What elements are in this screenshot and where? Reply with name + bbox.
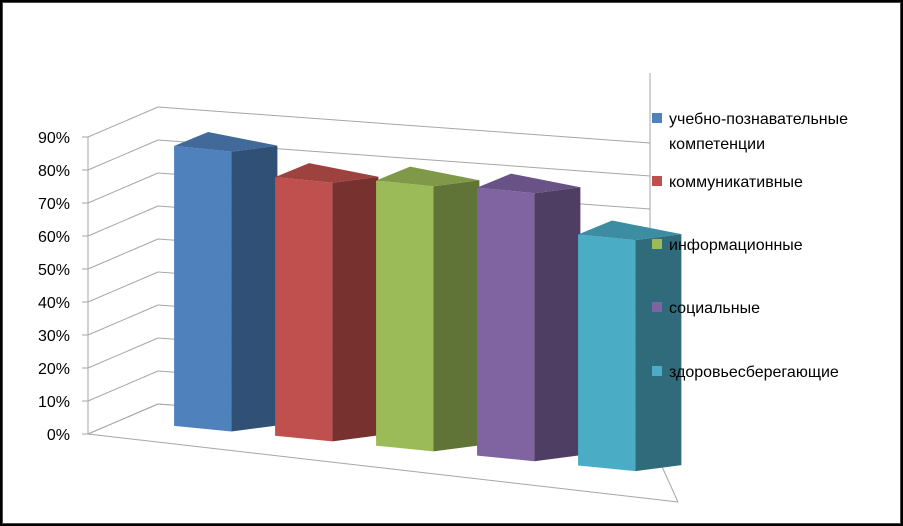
- floor-left-edge: [87, 403, 159, 435]
- bar-5: [578, 220, 682, 472]
- back-wall-gridline: [157, 106, 651, 144]
- legend-item: коммуникативные: [652, 174, 803, 191]
- bar-3: [376, 166, 480, 452]
- y-tick-label: 90%: [38, 130, 70, 147]
- bar-4: [477, 173, 581, 462]
- bar-top-face: [174, 132, 278, 152]
- legend-item: учебно-познавательные компетенции: [652, 111, 848, 153]
- legend-item: социальные: [652, 300, 760, 317]
- y-tick-label: 30%: [38, 328, 70, 345]
- bar-front-face: [275, 177, 333, 442]
- left-wall-gridline: [87, 370, 159, 402]
- bar-side-face: [332, 176, 379, 442]
- left-wall-gridline: [87, 139, 159, 171]
- y-tick-label: 20%: [38, 361, 70, 378]
- left-wall-gridline: [87, 238, 159, 270]
- left-wall-gridline: [87, 205, 159, 237]
- legend-label: учебно-познавательные: [669, 111, 848, 128]
- legend-item: здоровьесберегающие: [652, 364, 839, 381]
- y-tick-label: 60%: [38, 229, 70, 246]
- bar-top-face: [275, 163, 379, 183]
- bar-front-face: [174, 146, 232, 432]
- legend-swatch: [652, 302, 662, 312]
- y-tick-label: 70%: [38, 196, 70, 213]
- bar-side-face: [635, 234, 682, 472]
- y-tick-label: 40%: [38, 295, 70, 312]
- legend-swatch: [652, 239, 662, 249]
- y-tick-label: 10%: [38, 394, 70, 411]
- left-wall-gridline: [87, 106, 159, 138]
- legend-label: коммуникативные: [669, 174, 803, 191]
- left-wall-gridline: [87, 271, 159, 303]
- bar-front-face: [578, 234, 636, 472]
- bar-top-face: [578, 220, 682, 241]
- bar-side-face: [534, 187, 581, 462]
- legend-label: здоровьесберегающие: [669, 364, 839, 381]
- legend-label-line2: компетенции: [669, 136, 765, 153]
- bar-front-face: [376, 180, 434, 452]
- bar-1: [174, 132, 278, 432]
- chart-bars: [174, 132, 682, 472]
- legend-swatch: [652, 176, 662, 186]
- bar-side-face: [231, 145, 278, 432]
- left-wall-gridline: [87, 337, 159, 369]
- legend-label: социальные: [669, 300, 760, 317]
- bar-2: [275, 163, 379, 442]
- legend-swatch: [652, 366, 662, 376]
- bar-front-face: [477, 187, 535, 462]
- legend-swatch: [652, 113, 662, 123]
- y-tick-label: 0%: [47, 427, 70, 444]
- y-axis-ticks: 0% 10% 20% 30% 40% 50% 60% 70% 80% 90%: [38, 130, 88, 444]
- chart-legend: учебно-познавательные компетенции коммуник…: [652, 111, 848, 381]
- y-tick-label: 50%: [38, 262, 70, 279]
- y-tick-label: 80%: [38, 163, 70, 180]
- legend-label: информационные: [669, 237, 803, 254]
- floor-front-edge: [87, 433, 679, 503]
- bar-top-face: [477, 173, 581, 194]
- left-wall-gridline: [87, 172, 159, 204]
- legend-item: информационные: [652, 237, 803, 254]
- bar-top-face: [376, 166, 480, 187]
- bar-side-face: [433, 180, 480, 452]
- left-wall-gridline: [87, 304, 159, 336]
